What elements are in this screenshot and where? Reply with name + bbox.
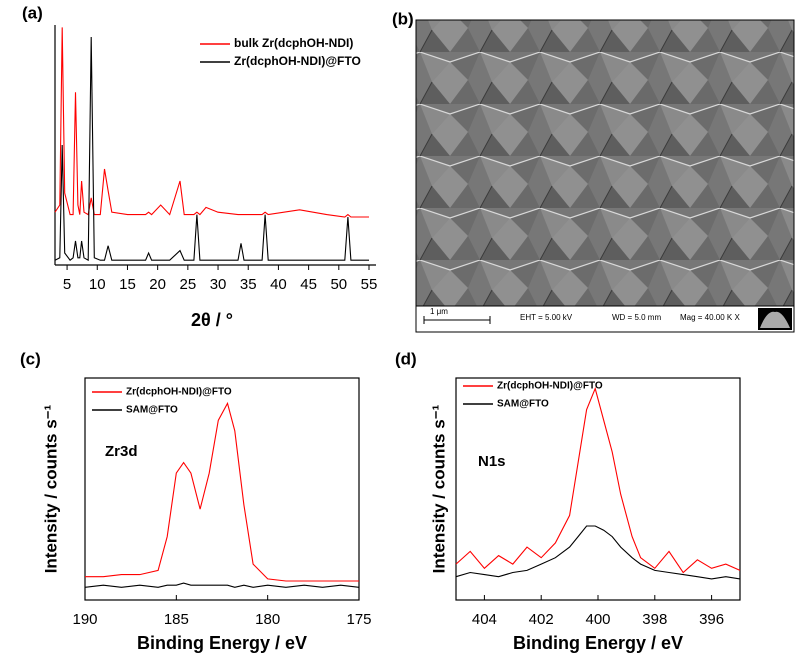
x-tick-label: 55 bbox=[361, 276, 378, 293]
x-tick-label: 20 bbox=[149, 276, 166, 293]
panel-label: (a) bbox=[22, 3, 43, 22]
x-tick-label: 50 bbox=[330, 276, 347, 293]
scale-bar-label: 1 μm bbox=[430, 307, 448, 316]
legend-label: Zr(dcphOH-NDI)@FTO bbox=[497, 381, 603, 392]
data-line bbox=[54, 27, 369, 218]
annotation: Zr3d bbox=[105, 443, 138, 460]
panel-label: (b) bbox=[392, 9, 414, 28]
x-tick-label: 5 bbox=[63, 276, 71, 293]
annotation: N1s bbox=[478, 453, 506, 470]
x-tick-label: 15 bbox=[119, 276, 136, 293]
x-tick-label: 175 bbox=[346, 611, 371, 628]
legend-label: SAM@FTO bbox=[126, 405, 178, 416]
x-tick-label: 180 bbox=[255, 611, 280, 628]
x-tick-label: 402 bbox=[529, 611, 554, 628]
sem-image: 1 μm EHT = 5.00 kV WD = 5.0 mm Mag = 40.… bbox=[415, 19, 795, 333]
data-line bbox=[85, 401, 359, 582]
plot-frame bbox=[455, 377, 741, 601]
panel-label: (c) bbox=[20, 349, 41, 368]
x-tick-label: 10 bbox=[89, 276, 106, 293]
data-line bbox=[54, 36, 369, 262]
x-axis-label: 2θ / ° bbox=[191, 310, 233, 330]
data-line bbox=[455, 525, 741, 580]
panel-label: (d) bbox=[395, 349, 417, 368]
x-axis-label: Binding Energy / eV bbox=[137, 633, 307, 653]
plot-frame bbox=[84, 377, 360, 601]
x-tick-label: 190 bbox=[72, 611, 97, 628]
x-tick-label: 185 bbox=[164, 611, 189, 628]
x-tick-label: 35 bbox=[240, 276, 257, 293]
y-axis-label: Intensity / counts s⁻¹ bbox=[429, 404, 448, 573]
x-tick-label: 30 bbox=[210, 276, 227, 293]
legend-label: Zr(dcphOH-NDI)@FTO bbox=[234, 54, 361, 68]
legend-label: SAM@FTO bbox=[497, 399, 549, 410]
x-tick-label: 404 bbox=[472, 611, 497, 628]
mag-label: Mag = 40.00 K X bbox=[680, 313, 740, 322]
x-tick-label: 396 bbox=[699, 611, 724, 628]
x-tick-label: 398 bbox=[642, 611, 667, 628]
data-line bbox=[455, 386, 741, 574]
x-axis-label: Binding Energy / eV bbox=[513, 633, 683, 653]
wd-label: WD = 5.0 mm bbox=[612, 313, 661, 322]
x-tick-label: 45 bbox=[300, 276, 317, 293]
legend-label: Zr(dcphOH-NDI)@FTO bbox=[126, 387, 232, 398]
x-tick-label: 400 bbox=[585, 611, 610, 628]
legend-label: bulk Zr(dcphOH-NDI) bbox=[234, 36, 353, 50]
eht-label: EHT = 5.00 kV bbox=[520, 313, 573, 322]
x-tick-label: 40 bbox=[270, 276, 287, 293]
data-line bbox=[84, 582, 360, 588]
y-axis-label: Intensity / counts s⁻¹ bbox=[41, 404, 60, 573]
x-tick-label: 25 bbox=[180, 276, 197, 293]
